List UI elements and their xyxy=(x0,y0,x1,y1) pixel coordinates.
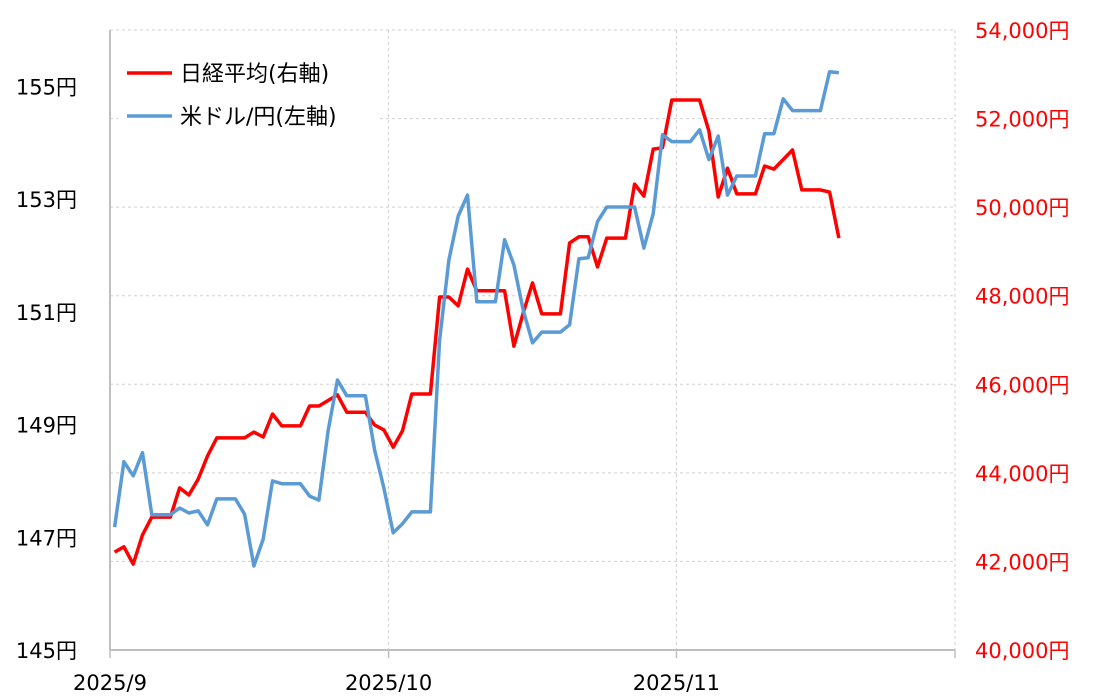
y-right-tick-label: 46,000円 xyxy=(975,373,1069,397)
y-right-tick-label: 40,000円 xyxy=(975,639,1069,663)
series-line-nikkei xyxy=(113,98,841,566)
x-tick-label: 2025/11 xyxy=(633,671,720,695)
y-left-tick-label: 149円 xyxy=(16,414,77,438)
legend: 日経平均(右軸) 米ドル/円(左軸) xyxy=(118,48,380,136)
legend-label-nikkei: 日経平均(右軸) xyxy=(180,62,329,87)
y-left-tick-label: 155円 xyxy=(16,75,77,99)
x-tick-label: 2025/9 xyxy=(73,671,147,695)
series-lines xyxy=(112,69,841,568)
y-right-tick-label: 44,000円 xyxy=(975,462,1069,486)
y-left-tick-label: 145円 xyxy=(16,639,77,663)
legend-box xyxy=(118,48,380,136)
axes: 145円 147円 149円 151円 153円 155円 40,000円 42,000円 44… xyxy=(16,19,1070,695)
x-tick-label: 2025/10 xyxy=(345,671,432,695)
y-left-tick-label: 151円 xyxy=(16,301,77,325)
series-line-usdjpy xyxy=(112,69,840,568)
y-left-tick-label: 147円 xyxy=(16,526,77,550)
y-right-tick-label: 48,000円 xyxy=(975,285,1069,309)
y-right-tick-label: 54,000円 xyxy=(975,19,1069,43)
y-right-tick-label: 52,000円 xyxy=(975,108,1069,132)
legend-label-usdjpy: 米ドル/円(左軸) xyxy=(180,105,337,130)
y-left-tick-label: 153円 xyxy=(16,188,77,212)
y-right-tick-label: 50,000円 xyxy=(975,196,1069,220)
y-right-tick-label: 42,000円 xyxy=(975,550,1069,574)
